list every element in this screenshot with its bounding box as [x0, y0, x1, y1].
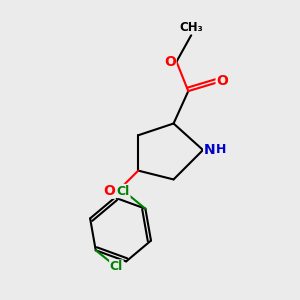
Text: N: N — [204, 143, 215, 157]
Text: H: H — [216, 143, 226, 157]
Text: O: O — [103, 184, 115, 198]
Text: O: O — [164, 55, 176, 69]
Text: Cl: Cl — [110, 260, 123, 273]
Text: Cl: Cl — [117, 184, 130, 197]
Text: CH₃: CH₃ — [179, 21, 203, 34]
Text: O: O — [216, 74, 228, 88]
